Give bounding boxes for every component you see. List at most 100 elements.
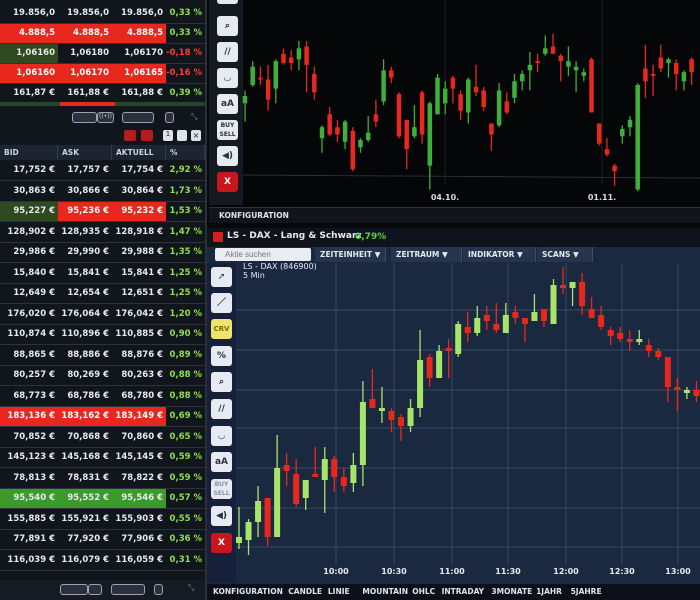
speaker-icon[interactable]: ◀) bbox=[217, 146, 238, 166]
table-row[interactable]: 12,649 € 12,654 € 12,651 € 1,25 % bbox=[0, 284, 205, 304]
candle-body bbox=[550, 46, 556, 54]
table-row[interactable]: 15,840 € 15,841 € 15,841 € 1,25 % bbox=[0, 264, 205, 284]
table-row[interactable]: 30,863 € 30,866 € 30,864 € 1,73 % bbox=[0, 182, 205, 202]
flag-toggle[interactable] bbox=[122, 112, 154, 123]
bid-cell: 128,902 € bbox=[7, 226, 55, 237]
bid-cell: 30,863 € bbox=[13, 185, 55, 196]
percent-cell: -0,16 % bbox=[166, 68, 202, 78]
close-chart-button[interactable]: X bbox=[211, 533, 232, 553]
table-row[interactable]: 68,773 € 68,786 € 68,780 € 0,88 % bbox=[0, 387, 205, 407]
buy-sell-button[interactable]: BUY SELL bbox=[211, 479, 232, 499]
table-row[interactable]: 116,039 € 116,079 € 116,059 € 0,31 % bbox=[0, 551, 205, 571]
broadcast-icon[interactable] bbox=[88, 584, 102, 595]
percent-cell: 1,25 % bbox=[169, 267, 202, 278]
candle-body bbox=[655, 351, 662, 357]
window-icon[interactable] bbox=[177, 130, 187, 141]
table-row[interactable]: 128,902 € 128,935 € 128,918 € 1,47 % bbox=[0, 223, 205, 243]
menu-5jahre[interactable]: 5JAHRE bbox=[570, 587, 602, 596]
table-row[interactable]: 70,852 € 70,868 € 70,860 € 0,65 % bbox=[0, 428, 205, 448]
speaker-icon[interactable]: ◀) bbox=[211, 506, 232, 526]
table-row[interactable]: 145,123 € 145,168 € 145,145 € 0,59 % bbox=[0, 448, 205, 468]
table-row[interactable]: 176,020 € 176,064 € 176,042 € 1,20 % bbox=[0, 305, 205, 325]
menu-intraday[interactable]: INTRADAY bbox=[441, 587, 485, 596]
last-cell: 1,06170 bbox=[124, 48, 163, 58]
candle-body bbox=[496, 90, 502, 126]
table-row[interactable]: 4.888,5 4.888,5 4.888,5 0,33 % bbox=[0, 24, 205, 44]
resize-icon[interactable]: ⤡ bbox=[191, 112, 198, 121]
parallel-lines-icon[interactable]: // bbox=[211, 399, 232, 419]
dropdown-scans[interactable]: SCANS ▼ bbox=[537, 247, 593, 262]
parallel-lines-icon[interactable]: // bbox=[217, 42, 238, 62]
crv-button[interactable]: CRV bbox=[211, 319, 232, 339]
chevron-down-icon: ▼ bbox=[573, 250, 579, 259]
alarm-icon[interactable] bbox=[124, 130, 136, 141]
header-ask[interactable]: ASK bbox=[58, 145, 112, 160]
table-row[interactable]: 88,865 € 88,886 € 88,876 € 0,89 % bbox=[0, 346, 205, 366]
font-size-button[interactable]: aA bbox=[217, 94, 238, 114]
table-row[interactable]: 110,874 € 110,896 € 110,885 € 0,90 % bbox=[0, 325, 205, 345]
one-icon[interactable]: 1 bbox=[163, 130, 173, 141]
candle-body bbox=[319, 127, 325, 139]
bid-cell: 155,885 € bbox=[7, 513, 55, 524]
broadcast-icon[interactable]: ((•)) bbox=[97, 112, 114, 123]
menu-konfiguration[interactable]: KONFIGURATION bbox=[213, 587, 283, 596]
menu-mountain[interactable]: MOUNTAIN bbox=[362, 587, 409, 596]
toggle-control[interactable] bbox=[60, 584, 88, 595]
percent-cell: 0,31 % bbox=[169, 554, 202, 565]
percent-cell: 0,36 % bbox=[169, 534, 202, 544]
candle-body bbox=[274, 468, 281, 537]
table-row[interactable]: 19.856,0 19.856,0 19.856,0 0,33 % bbox=[0, 4, 205, 24]
candle-body bbox=[350, 465, 357, 483]
menu-linie[interactable]: LINIE bbox=[327, 587, 350, 596]
close-icon[interactable]: × bbox=[191, 130, 201, 141]
dropdown-zeiteinheit[interactable]: ZEITEINHEIT ▼ bbox=[315, 247, 386, 262]
header-aktuell[interactable]: AKTUELL bbox=[112, 145, 166, 160]
stock-search-input[interactable] bbox=[215, 248, 311, 261]
line-icon[interactable]: ／ bbox=[211, 293, 232, 313]
buy-sell-button[interactable]: BUY SELL bbox=[217, 120, 238, 140]
last-cell: 68,780 € bbox=[121, 390, 163, 401]
cursor-plus-icon[interactable]: ➚ bbox=[211, 267, 232, 287]
search-icon[interactable]: ⌕ bbox=[217, 16, 238, 36]
curve-icon[interactable]: ◡ bbox=[211, 426, 232, 446]
last-cell: 1,06165 bbox=[112, 64, 166, 83]
table-row[interactable]: 80,257 € 80,269 € 80,263 € 0,88 % bbox=[0, 366, 205, 386]
dropdown-indikator[interactable]: INDIKATOR ▼ bbox=[463, 247, 536, 262]
header-percent[interactable]: % bbox=[166, 145, 205, 160]
phone-icon[interactable] bbox=[154, 584, 163, 595]
menu-3monate[interactable]: 3MONATE bbox=[491, 587, 533, 596]
table-row[interactable]: 17,752 € 17,757 € 17,754 € 2,92 % bbox=[0, 161, 205, 181]
header-bid[interactable]: BID bbox=[0, 145, 58, 160]
table-row[interactable]: 183,136 €183,162 €183,149 €0,69 % bbox=[0, 407, 205, 427]
chart-toolbar: ⌕ // ◡ aA BUY SELL ◀) X bbox=[209, 0, 243, 205]
search-icon[interactable]: ⌕ bbox=[211, 372, 232, 392]
menu-1jahr[interactable]: 1JAHR bbox=[536, 587, 562, 596]
font-size-button[interactable]: aA bbox=[211, 452, 232, 472]
phone-icon[interactable] bbox=[165, 112, 174, 123]
percent-button[interactable]: % bbox=[211, 346, 232, 366]
table-row[interactable]: 1,06160 1,06180 1,06170 -0,18 % bbox=[0, 44, 205, 64]
table-row[interactable]: 155,885 € 155,921 € 155,903 € 0,55 % bbox=[0, 510, 205, 530]
table-row[interactable]: 78,813 € 78,831 € 78,822 € 0,59 % bbox=[0, 469, 205, 489]
resize-icon[interactable]: ⤡ bbox=[188, 583, 195, 592]
table-row[interactable]: 161,87 € 161,88 € 161,88 € 0,39 % bbox=[0, 84, 205, 104]
bell-icon[interactable] bbox=[141, 130, 153, 141]
close-chart-button[interactable]: X bbox=[217, 172, 238, 192]
candle-body bbox=[435, 77, 440, 115]
table-row[interactable]: 1,06160 1,06170 1,06165 -0,16 % bbox=[0, 64, 205, 84]
menu-ohlc[interactable]: OHLC bbox=[412, 587, 436, 596]
flag-toggle[interactable] bbox=[111, 584, 145, 595]
menu-candle[interactable]: CANDLE bbox=[288, 587, 323, 596]
candle-body bbox=[521, 318, 528, 324]
cursor-icon[interactable] bbox=[217, 0, 238, 4]
ask-cell: 12,654 € bbox=[67, 288, 109, 298]
toggle-control[interactable] bbox=[72, 112, 97, 123]
table-row[interactable]: 95,227 €95,236 €95,232 €1,53 % bbox=[0, 202, 205, 222]
table-row[interactable]: 29,986 € 29,990 € 29,988 € 1,35 % bbox=[0, 243, 205, 263]
konfiguration-link[interactable]: KONFIGURATION bbox=[219, 211, 289, 220]
last-cell: 80,263 € bbox=[121, 370, 163, 380]
curve-icon[interactable]: ◡ bbox=[217, 68, 238, 88]
table-row[interactable]: 95,540 €95,552 €95,546 €0,57 % bbox=[0, 489, 205, 509]
table-row[interactable]: 77,891 € 77,920 € 77,906 € 0,36 % bbox=[0, 530, 205, 550]
dropdown-zeitraum[interactable]: ZEITRAUM ▼ bbox=[391, 247, 462, 262]
